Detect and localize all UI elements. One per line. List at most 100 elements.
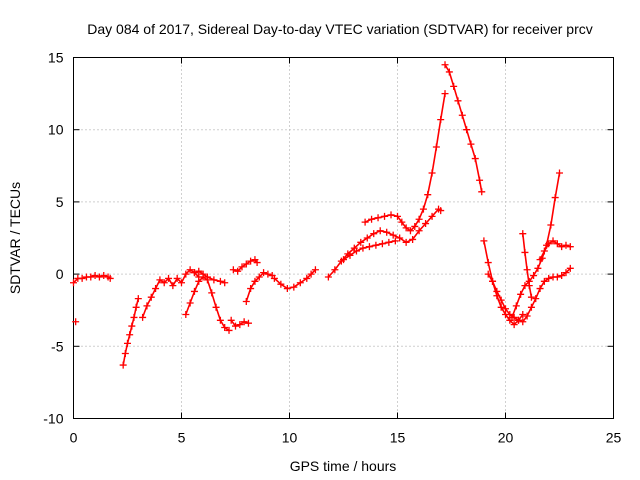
x-tick-label: 10 xyxy=(282,430,298,446)
data-point xyxy=(463,126,471,134)
series-9 xyxy=(242,269,276,306)
data-point xyxy=(311,266,319,274)
data-point xyxy=(551,194,559,202)
data-point xyxy=(517,290,525,298)
data-point xyxy=(238,263,246,271)
data-point xyxy=(428,169,436,177)
data-point xyxy=(523,312,531,320)
data-point xyxy=(484,259,492,267)
axis-ticks: 0 5 10 15 20 25 15 10 5 0 -5 -10 xyxy=(43,50,621,446)
series-15 xyxy=(480,237,527,329)
data-point xyxy=(374,214,382,222)
data-point xyxy=(566,264,574,272)
data-point xyxy=(553,273,561,281)
x-tick-label: 0 xyxy=(70,430,78,446)
x-tick-label: 20 xyxy=(498,430,514,446)
data-point xyxy=(514,316,522,324)
data-point xyxy=(566,243,574,251)
data-point xyxy=(396,234,404,242)
data-point xyxy=(422,220,430,228)
data-point xyxy=(476,176,484,184)
data-point xyxy=(72,318,80,326)
data-point xyxy=(95,273,103,281)
data-point xyxy=(87,273,95,281)
chart-title: Day 084 of 2017, Sidereal Day-to-day VTE… xyxy=(87,21,593,37)
data-point xyxy=(186,266,194,274)
data-point xyxy=(428,212,436,220)
data-point xyxy=(169,282,177,290)
data-point xyxy=(441,61,449,69)
y-tick-label: 15 xyxy=(48,50,64,66)
data-point xyxy=(303,274,311,282)
data-point xyxy=(216,277,224,285)
data-point xyxy=(372,241,380,249)
data-point xyxy=(527,293,535,301)
data-point xyxy=(210,276,218,284)
data-point xyxy=(368,215,376,223)
data-point xyxy=(199,270,207,278)
series-6 xyxy=(190,267,229,287)
data-point xyxy=(391,237,399,245)
x-tick-label: 15 xyxy=(390,430,406,446)
data-point xyxy=(121,350,129,358)
data-point xyxy=(409,235,417,243)
y-tick-label: 5 xyxy=(56,194,64,210)
y-tick-label: -10 xyxy=(43,411,63,427)
data-point xyxy=(385,238,393,246)
data-point xyxy=(225,326,233,334)
data-point xyxy=(190,287,198,295)
data-point xyxy=(240,318,248,326)
data-point xyxy=(352,247,360,255)
data-point xyxy=(203,273,211,281)
data-point xyxy=(130,313,138,321)
data-point xyxy=(383,228,391,236)
data-point xyxy=(216,316,224,324)
data-point xyxy=(234,267,242,275)
data-point xyxy=(484,270,492,278)
data-point xyxy=(244,319,252,327)
x-axis-label: GPS time / hours xyxy=(290,458,397,474)
data-point xyxy=(540,277,548,285)
data-point xyxy=(357,238,365,246)
data-point xyxy=(160,279,168,287)
data-point xyxy=(195,277,203,285)
data-point xyxy=(359,244,367,252)
data-point xyxy=(361,218,369,226)
data-point xyxy=(270,274,278,282)
series-3 xyxy=(119,295,142,369)
series-18 xyxy=(519,230,535,301)
series-10 xyxy=(270,266,319,293)
data-point xyxy=(247,285,255,293)
data-point xyxy=(562,269,570,277)
data-point xyxy=(186,299,194,307)
data-point xyxy=(536,285,544,293)
data-point xyxy=(536,256,544,264)
plot-frame xyxy=(73,57,614,419)
data-point xyxy=(527,303,535,311)
data-point xyxy=(525,282,533,290)
data-point xyxy=(182,311,190,319)
data-point xyxy=(365,243,373,251)
data-point xyxy=(247,257,255,265)
data-point xyxy=(458,111,466,119)
data-point xyxy=(562,241,570,249)
series-2 xyxy=(72,318,80,326)
data-point xyxy=(424,191,432,199)
data-point xyxy=(190,269,198,277)
data-point xyxy=(389,231,397,239)
data-point xyxy=(398,218,406,226)
data-point xyxy=(212,303,220,311)
data-point xyxy=(331,266,339,274)
data-point xyxy=(236,321,244,329)
x-tick-label: 5 xyxy=(178,430,186,446)
data-point xyxy=(143,302,151,310)
data-point xyxy=(378,240,386,248)
series-1 xyxy=(70,272,114,287)
data-point xyxy=(178,279,185,287)
data-point xyxy=(437,207,445,215)
data-point xyxy=(195,267,203,275)
data-point xyxy=(307,270,315,278)
data-point xyxy=(508,313,516,321)
data-point xyxy=(558,243,566,251)
data-point xyxy=(547,221,555,229)
